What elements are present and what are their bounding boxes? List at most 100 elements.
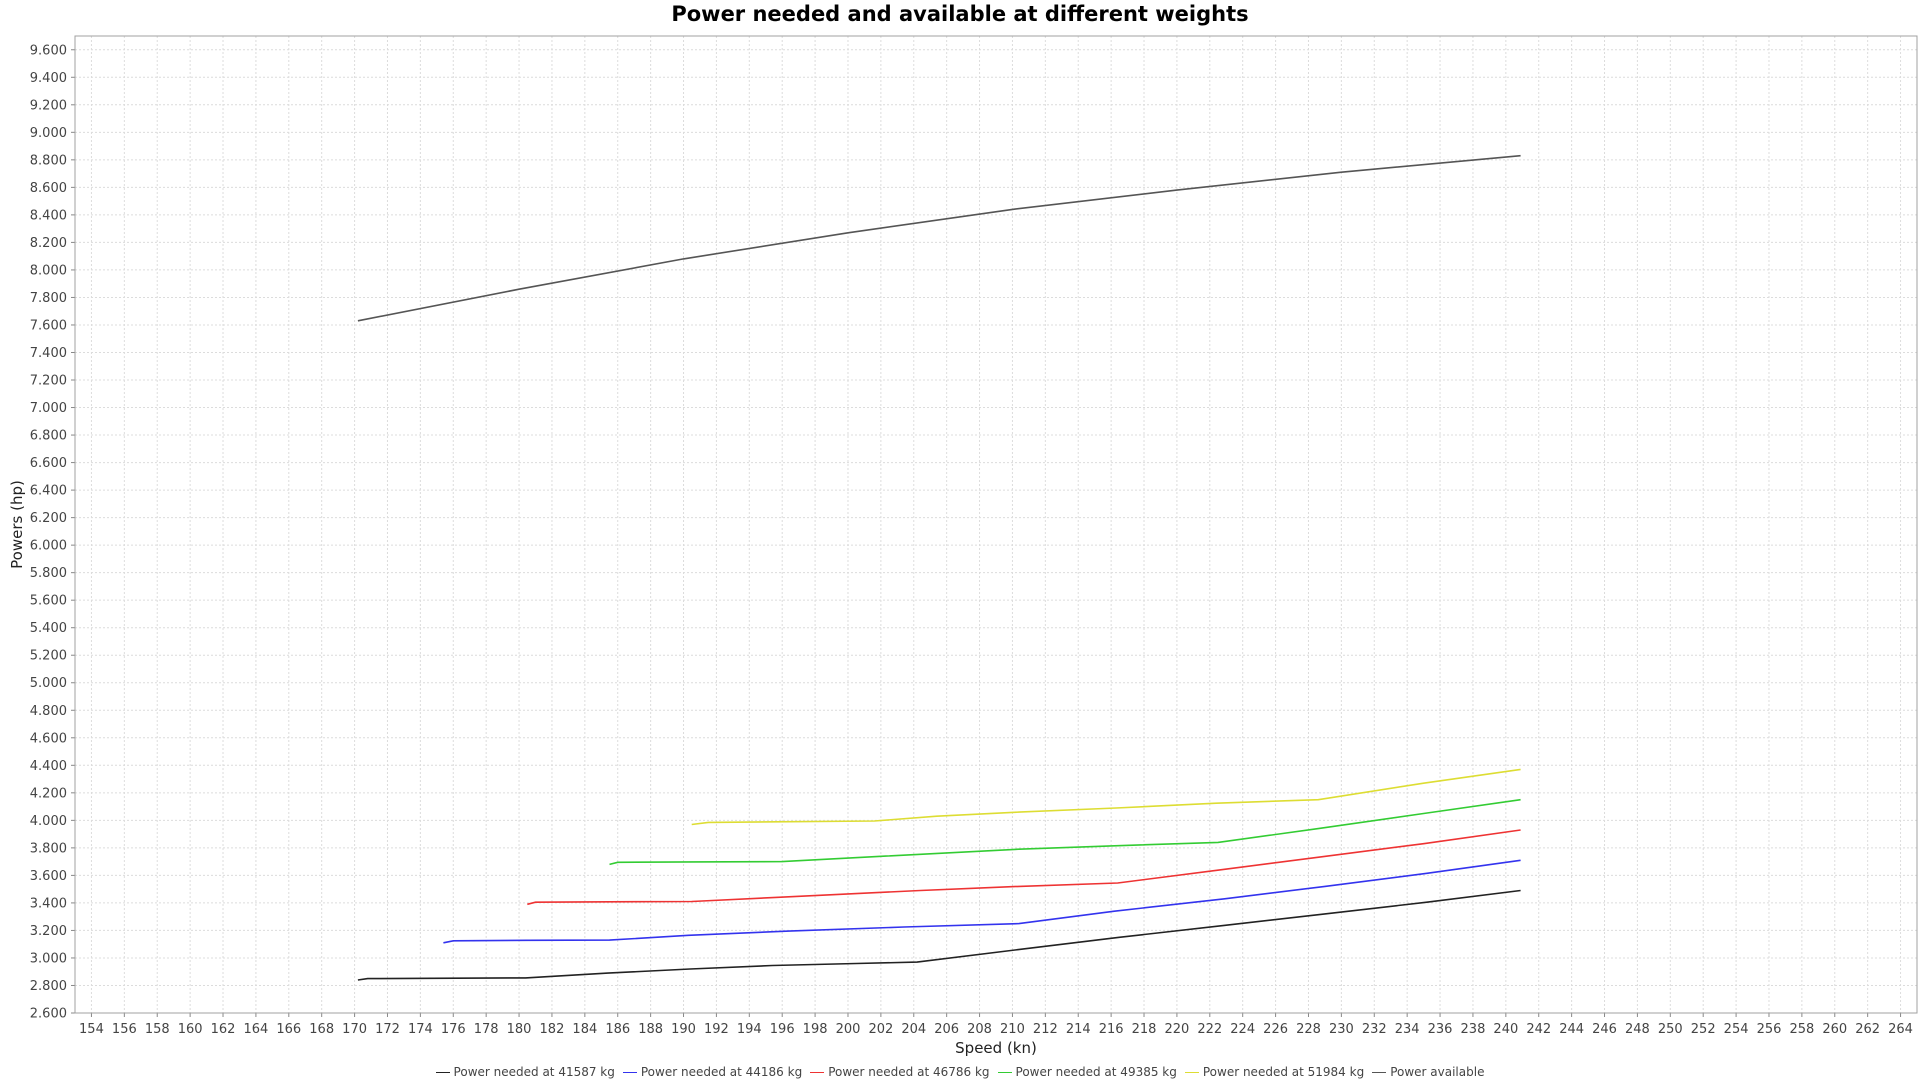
x-tick-label: 200 xyxy=(836,1022,861,1037)
y-tick-label: 8.400 xyxy=(30,208,67,223)
y-tick-label: 3.800 xyxy=(30,841,67,856)
x-tick-label: 236 xyxy=(1428,1022,1453,1037)
legend-item: Power needed at 49385 kg xyxy=(997,1065,1177,1079)
x-tick-label: 248 xyxy=(1625,1022,1650,1037)
y-tick-label: 4.200 xyxy=(30,786,67,801)
y-tick-label: 4.400 xyxy=(30,759,67,774)
y-tick-label: 9.200 xyxy=(30,98,67,113)
x-tick-label: 222 xyxy=(1197,1022,1222,1037)
x-tick-label: 258 xyxy=(1789,1022,1814,1037)
legend-label: Power needed at 49385 kg xyxy=(1015,1065,1177,1079)
y-tick-label: 7.600 xyxy=(30,318,67,333)
y-tick-label: 6.200 xyxy=(30,511,67,526)
y-tick-label: 6.400 xyxy=(30,484,67,499)
plot-frame xyxy=(74,35,1918,1014)
legend-swatch xyxy=(435,1071,450,1073)
y-tick-label: 3.200 xyxy=(30,924,67,939)
x-tick-label: 176 xyxy=(441,1022,466,1037)
x-tick-label: 194 xyxy=(737,1022,762,1037)
y-tick-label: 8.600 xyxy=(30,181,67,196)
x-tick-label: 174 xyxy=(408,1022,433,1037)
legend-label: Power needed at 44186 kg xyxy=(640,1065,803,1079)
legend-item: Power needed at 51984 kg xyxy=(1184,1065,1365,1079)
y-tick-label: 3.600 xyxy=(30,869,67,884)
x-tick-labels: 154 156 158 160 162 164 166 168 170 172 174 176 178 1… xyxy=(79,1022,1913,1037)
series-line-3 xyxy=(527,829,1521,906)
x-tick-label: 202 xyxy=(868,1022,893,1037)
legend: Power needed at 41587 kg Power needed at … xyxy=(0,1063,1920,1081)
y-tick-label: 7.400 xyxy=(30,346,67,361)
y-tick-label: 5.000 xyxy=(30,676,67,691)
x-tick-label: 156 xyxy=(112,1022,137,1037)
series-line-5 xyxy=(691,768,1521,826)
x-tick-label: 216 xyxy=(1099,1022,1124,1037)
y-tick-label: 7.000 xyxy=(30,401,67,416)
x-tick-label: 158 xyxy=(145,1022,170,1037)
x-tick-label: 184 xyxy=(572,1022,597,1037)
y-tick-label: 6.800 xyxy=(30,429,67,444)
x-tick-label: 182 xyxy=(540,1022,565,1037)
chart-title: Power needed and available at different … xyxy=(671,2,1249,26)
x-tick-label: 224 xyxy=(1230,1022,1255,1037)
x-tick-label: 246 xyxy=(1592,1022,1617,1037)
x-tick-label: 170 xyxy=(342,1022,367,1037)
grid-layer xyxy=(71,36,1917,1017)
y-tick-label: 7.200 xyxy=(30,374,67,389)
y-tick-labels: 2.600 2.800 3.000 3.200 3.400 3.600 3.800 4.000… xyxy=(30,43,67,1021)
x-tick-label: 264 xyxy=(1888,1022,1913,1037)
series-line-4 xyxy=(609,798,1521,866)
x-tick-label: 188 xyxy=(638,1022,663,1037)
y-tick-label: 8.000 xyxy=(30,263,67,278)
x-tick-label: 186 xyxy=(605,1022,630,1037)
y-tick-label: 8.200 xyxy=(30,236,67,251)
y-tick-label: 3.000 xyxy=(30,951,67,966)
y-tick-label: 2.800 xyxy=(30,979,67,994)
y-tick-label: 5.800 xyxy=(30,566,67,581)
y-tick-label: 9.600 xyxy=(30,43,67,58)
x-tick-label: 168 xyxy=(309,1022,334,1037)
legend-swatch xyxy=(1372,1071,1387,1073)
legend-label: Power needed at 51984 kg xyxy=(1202,1065,1365,1079)
legend-item: Power needed at 44186 kg xyxy=(622,1065,803,1079)
x-tick-label: 256 xyxy=(1757,1022,1782,1037)
x-tick-label: 218 xyxy=(1132,1022,1157,1037)
legend-swatch xyxy=(810,1071,825,1073)
x-tick-label: 240 xyxy=(1493,1022,1518,1037)
y-axis-label: Powers (hp) xyxy=(8,480,26,569)
x-tick-label: 262 xyxy=(1855,1022,1880,1037)
x-tick-label: 226 xyxy=(1263,1022,1288,1037)
legend-label: Power needed at 41587 kg xyxy=(453,1065,615,1079)
y-tick-label: 9.400 xyxy=(30,71,67,86)
x-tick-label: 180 xyxy=(507,1022,532,1037)
x-tick-label: 230 xyxy=(1329,1022,1354,1037)
series-layer xyxy=(357,154,1521,981)
x-axis-label: Speed (kn) xyxy=(955,1039,1037,1057)
y-tick-label: 6.600 xyxy=(30,456,67,471)
y-tick-label: 7.800 xyxy=(30,291,67,306)
x-tick-label: 252 xyxy=(1691,1022,1716,1037)
legend-swatch xyxy=(1184,1071,1199,1073)
x-tick-label: 172 xyxy=(375,1022,400,1037)
x-tick-label: 244 xyxy=(1559,1022,1584,1037)
x-tick-label: 198 xyxy=(803,1022,828,1037)
legend-label: Power available xyxy=(1390,1065,1485,1079)
x-tick-label: 210 xyxy=(1000,1022,1025,1037)
y-tick-label: 3.400 xyxy=(30,896,67,911)
x-tick-label: 160 xyxy=(178,1022,203,1037)
y-tick-label: 6.000 xyxy=(30,539,67,554)
y-tick-label: 9.000 xyxy=(30,126,67,141)
y-tick-label: 2.600 xyxy=(30,1007,67,1022)
x-tick-label: 254 xyxy=(1724,1022,1749,1037)
x-tick-label: 196 xyxy=(770,1022,795,1037)
series-line-6 xyxy=(357,154,1521,322)
x-tick-label: 204 xyxy=(901,1022,926,1037)
x-tick-label: 260 xyxy=(1822,1022,1847,1037)
legend-label: Power needed at 46786 kg xyxy=(828,1065,990,1079)
x-tick-label: 212 xyxy=(1033,1022,1058,1037)
x-tick-label: 192 xyxy=(704,1022,729,1037)
x-tick-label: 166 xyxy=(276,1022,301,1037)
x-tick-label: 228 xyxy=(1296,1022,1321,1037)
legend-item: Power needed at 46786 kg xyxy=(810,1065,990,1079)
legend-item: Power available xyxy=(1372,1065,1484,1079)
